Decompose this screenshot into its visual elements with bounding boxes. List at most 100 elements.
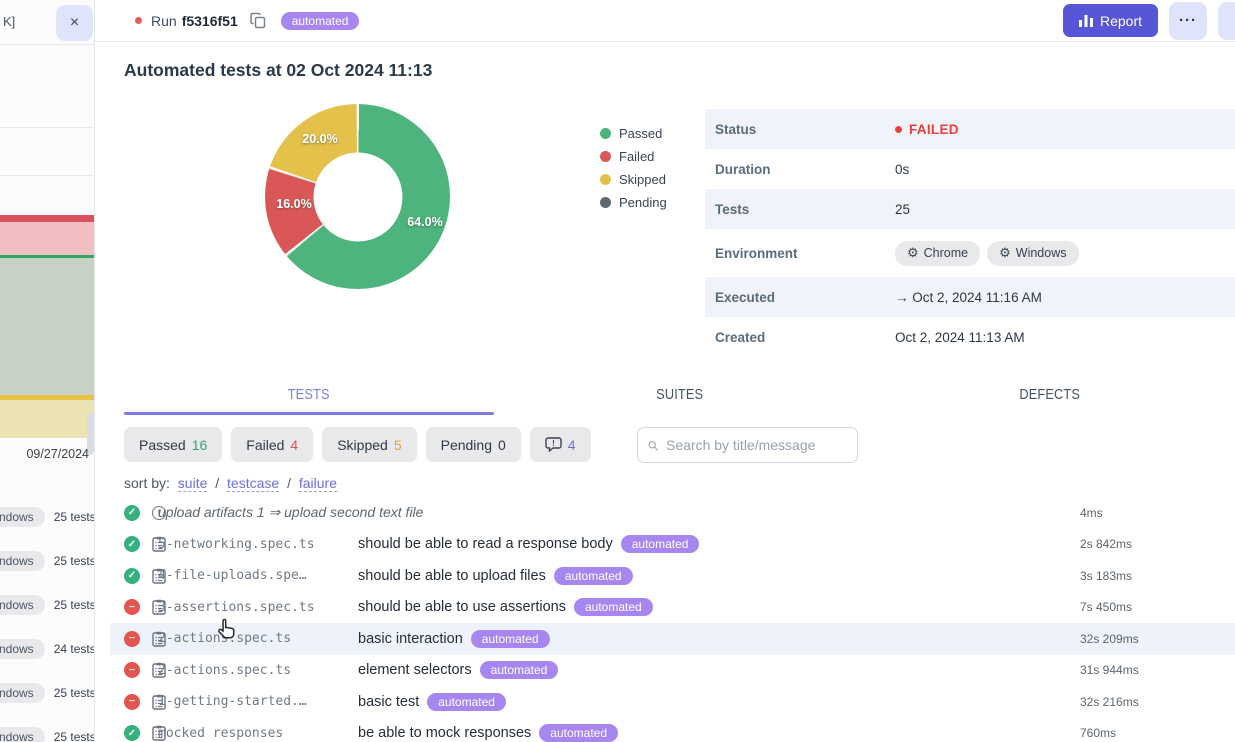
filter-pending-button[interactable]: Pending 0: [425, 427, 521, 462]
failed-minus-icon: −: [124, 662, 140, 679]
legend-item-failed: Failed: [600, 145, 667, 168]
sidebar-run-item[interactable]: Windows 25 tests: [0, 583, 94, 627]
summary-row-environment: Environment ⚙ Chrome ⚙ Windows: [705, 229, 1235, 277]
svg-text:!: !: [552, 439, 555, 448]
filter-skipped-button[interactable]: Skipped 5: [322, 427, 417, 462]
test-title-text: upload artifacts 1 ⇒ upload second text …: [158, 504, 424, 521]
automated-badge: automated: [280, 11, 360, 30]
more-actions-button[interactable]: ···: [1169, 1, 1207, 40]
filter-count: 4: [567, 436, 576, 453]
test-title-text: should be able to read a response body: [358, 536, 613, 553]
filter-label: Skipped: [337, 436, 388, 453]
comment-exclamation-icon: !: [545, 437, 562, 452]
search-box[interactable]: [637, 427, 858, 463]
sort-by-label: sort by:: [124, 475, 174, 491]
test-title-text: basic test: [358, 693, 420, 710]
summary-row-created: Created Oct 2, 2024 11:13 AM: [705, 317, 1235, 357]
comments-filter-button[interactable]: ! 4: [529, 427, 591, 462]
legend-dot-passed: [600, 128, 611, 139]
slice-label-failed: 16.0%: [276, 197, 312, 211]
sidebar-run-item[interactable]: Windows 25 tests: [0, 495, 94, 539]
clipboard-icon: [148, 568, 170, 584]
clipboard-icon: [148, 662, 170, 678]
clipboard-icon: [148, 725, 170, 741]
run-summary-table: Status FAILED Duration 0s Tests 25 Environment…: [705, 109, 1235, 357]
legend-item-passed: Passed: [600, 122, 667, 145]
copy-run-id-button[interactable]: [249, 12, 267, 29]
status-value: FAILED: [909, 121, 959, 137]
filter-count: 5: [393, 436, 402, 453]
summary-value: FAILED: [895, 122, 959, 137]
clipboard-icon: [148, 631, 170, 647]
search-input[interactable]: [666, 437, 847, 453]
scrollbar-thumb[interactable]: [87, 413, 94, 455]
test-result-row[interactable]: ✓ 4-file-uploads.spe… should be able to up…: [110, 560, 1235, 592]
env-pill-chrome[interactable]: ⚙ Chrome: [895, 240, 981, 266]
tab-suites[interactable]: SUITES: [494, 378, 864, 415]
run-id: f5316f51: [181, 12, 238, 29]
clipped-edge-button[interactable]: [1218, 1, 1235, 40]
test-duration: 32s 216ms: [1080, 694, 1139, 709]
ellipsis-icon: ···: [1179, 12, 1197, 29]
test-result-row[interactable]: − 2-actions.spec.ts basic interaction autom…: [110, 623, 1235, 655]
sidebar-divider: [0, 127, 94, 128]
run-test-count: 25 tests: [53, 510, 95, 524]
env-pill-label: Windows: [1015, 246, 1067, 260]
passed-check-icon: ✓: [124, 567, 140, 584]
run-label: Run: [151, 12, 177, 29]
gear-icon: ⚙: [907, 245, 919, 260]
sort-by-testcase-link[interactable]: testcase: [227, 475, 280, 492]
test-title-text: element selectors: [358, 662, 472, 679]
sidebar-run-item[interactable]: Windows 25 tests: [0, 671, 94, 715]
test-file-name: 3-assertions.spec.ts: [158, 599, 315, 615]
page-title: Automated tests at 02 Oct 2024 11:13: [124, 60, 433, 80]
tab-label: DEFECTS: [1019, 386, 1081, 403]
sort-by-suite-link[interactable]: suite: [177, 475, 208, 492]
filter-label: Pending: [440, 436, 492, 453]
passed-check-icon: ✓: [124, 725, 140, 742]
sidebar-run-item[interactable]: Windows 25 tests: [0, 715, 94, 742]
test-result-row[interactable]: − 1-getting-started.… basic test automated 3…: [110, 686, 1235, 718]
test-result-row[interactable]: ✓ 5-networking.spec.ts should be able to r…: [110, 529, 1235, 561]
tab-defects[interactable]: DEFECTS: [865, 378, 1235, 415]
runs-history-area-chart: [0, 215, 94, 438]
passed-series-area: [0, 258, 94, 395]
summary-row-tests: Tests 25: [705, 189, 1235, 229]
test-result-row[interactable]: ✓! upload artifacts 1 ⇒ upload second tex…: [110, 497, 1235, 529]
env-pill-windows[interactable]: ⚙ Windows: [987, 240, 1079, 266]
test-title: basic interaction automated: [358, 629, 550, 648]
summary-label: Status: [715, 121, 757, 137]
test-title-text: should be able to use assertions: [358, 599, 566, 616]
legend-label: Skipped: [619, 172, 666, 187]
tab-tests[interactable]: TESTS: [124, 378, 495, 415]
search-icon: [648, 440, 658, 450]
test-title-text: basic interaction: [358, 630, 463, 647]
test-result-row[interactable]: ✓ mocked responses be able to mock respons…: [110, 718, 1235, 742]
env-pill-windows: Windows: [0, 507, 45, 527]
close-button[interactable]: ×: [56, 5, 93, 41]
clipboard-icon: [148, 599, 170, 615]
test-result-row[interactable]: − 3-assertions.spec.ts should be able to u…: [110, 592, 1235, 624]
copy-icon: [249, 12, 265, 29]
sidebar-run-item[interactable]: Windows 25 tests: [0, 539, 94, 583]
test-result-row[interactable]: − 2-actions.spec.ts element selectors autom…: [110, 655, 1235, 687]
tab-label: TESTS: [288, 386, 331, 403]
filter-passed-button[interactable]: Passed 16: [124, 427, 223, 462]
sidebar-run-item[interactable]: Windows 24 tests: [0, 627, 94, 671]
legend-label: Pending: [619, 195, 667, 210]
report-button[interactable]: Report: [1062, 4, 1158, 37]
test-title: should be able to read a response body au…: [358, 535, 700, 554]
automated-badge: automated: [427, 692, 506, 711]
results-donut-chart: 64.0% 16.0% 20.0%: [265, 104, 450, 289]
failed-minus-icon: −: [124, 693, 140, 710]
filter-failed-button[interactable]: Failed 4: [231, 427, 314, 462]
status-filters: Passed 16 Failed 4 Skipped 5 Pending 0! 4: [124, 427, 591, 462]
automated-badge: automated: [470, 629, 550, 648]
summary-row-duration: Duration 0s: [705, 149, 1235, 189]
test-title: element selectors automated: [358, 661, 559, 680]
passed-series-band: [0, 255, 94, 258]
sort-by-failure-link[interactable]: failure: [298, 475, 337, 492]
test-title-text: be able to mock responses: [358, 725, 532, 742]
legend-label: Passed: [619, 126, 663, 141]
